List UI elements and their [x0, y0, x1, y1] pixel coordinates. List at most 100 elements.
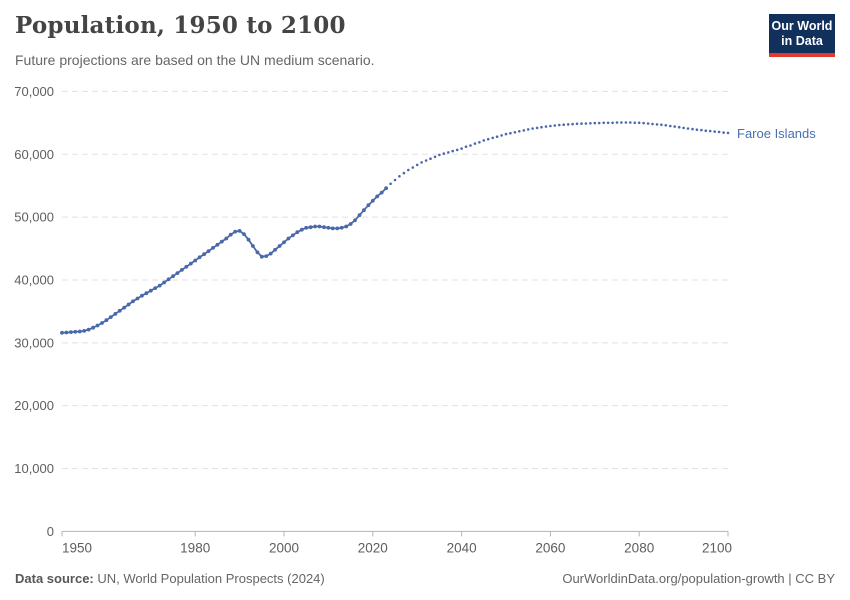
projection-point	[482, 139, 486, 142]
x-tick-label: 2040	[447, 540, 477, 555]
projection-point	[522, 129, 526, 132]
history-point	[348, 222, 353, 226]
history-point	[344, 224, 349, 229]
history-point	[77, 329, 82, 334]
projection-point	[593, 121, 597, 125]
history-point	[357, 213, 362, 218]
projection-point	[473, 142, 477, 145]
history-point	[91, 325, 95, 330]
owid-logo[interactable]: Our World in Data	[769, 14, 835, 57]
series-label-faroe-islands[interactable]: Faroe Islands	[737, 126, 816, 141]
projection-point	[518, 130, 521, 133]
history-point	[148, 288, 153, 293]
history-point	[197, 255, 202, 260]
projection-point	[686, 127, 690, 130]
projection-point	[455, 148, 459, 152]
projection-point	[597, 121, 601, 125]
history-point	[362, 208, 366, 213]
history-point	[277, 244, 282, 248]
projection-point	[615, 121, 619, 124]
history-point	[140, 293, 144, 298]
projection-point	[500, 134, 503, 137]
history-point	[69, 330, 73, 334]
projection-point	[393, 178, 397, 182]
projection-point	[691, 127, 694, 131]
projection-point	[682, 126, 685, 130]
projection-point	[695, 128, 699, 131]
history-point	[379, 190, 384, 195]
x-tick-label: 2080	[624, 540, 654, 555]
history-point	[73, 329, 78, 334]
history-point	[135, 296, 140, 301]
y-tick-label: 20,000	[14, 398, 54, 413]
projection-point	[429, 157, 432, 160]
history-point	[180, 268, 184, 272]
history-point	[384, 186, 388, 191]
history-point	[219, 239, 224, 244]
history-point	[291, 233, 295, 238]
history-point	[255, 250, 260, 255]
projection-point	[611, 121, 614, 125]
projection-point	[708, 129, 712, 133]
projection-point	[464, 145, 468, 148]
chart-subtitle: Future projections are based on the UN m…	[15, 52, 375, 68]
x-tick-label: 1950	[62, 540, 92, 555]
history-point	[206, 249, 211, 254]
history-point	[339, 225, 344, 230]
projection-point	[651, 122, 654, 126]
history-point	[215, 242, 220, 247]
history-point	[193, 258, 198, 263]
projection-point	[469, 144, 472, 147]
x-tick-label: 2100	[702, 540, 732, 555]
history-point	[330, 226, 335, 231]
projection-point	[629, 121, 632, 124]
history-point	[60, 330, 64, 335]
history-point	[64, 330, 69, 335]
x-tick-label: 2000	[269, 540, 299, 555]
projection-point	[584, 122, 588, 125]
history-point	[304, 225, 309, 230]
data-source-note: Data source: UN, World Population Prospe…	[15, 571, 325, 586]
history-point	[370, 198, 375, 203]
projection-point	[411, 166, 415, 169]
projection-point	[402, 171, 406, 175]
projection-point	[673, 125, 676, 128]
history-point	[273, 247, 277, 252]
projection-point	[460, 147, 463, 150]
projection-point	[513, 131, 517, 134]
history-point	[86, 327, 91, 332]
projection-point	[660, 123, 663, 127]
history-point	[224, 236, 229, 241]
x-tick-label: 2020	[358, 540, 388, 555]
projection-point	[407, 168, 410, 172]
footer-link[interactable]: OurWorldinData.org/population-growth | C…	[562, 571, 835, 586]
projection-point	[398, 175, 401, 178]
history-point	[131, 299, 135, 304]
history-point	[188, 261, 193, 266]
history-point	[233, 229, 238, 234]
history-point	[211, 246, 215, 250]
projection-point	[589, 122, 592, 125]
projection-point	[553, 124, 557, 127]
history-point	[202, 252, 207, 257]
history-point	[366, 203, 371, 208]
projection-point	[722, 131, 725, 134]
data-source-value: UN, World Population Prospects (2024)	[93, 571, 325, 586]
history-point	[175, 271, 180, 275]
projection-point	[509, 131, 512, 135]
history-line[interactable]	[61, 187, 387, 334]
history-point	[153, 286, 158, 290]
x-tick-label: 2060	[535, 540, 565, 555]
projection-point	[704, 129, 708, 132]
projection-point	[558, 123, 561, 127]
y-tick-label: 40,000	[14, 272, 54, 287]
history-point	[317, 224, 322, 229]
history-point	[184, 264, 189, 269]
history-point	[82, 329, 87, 333]
history-point	[322, 225, 326, 230]
history-point	[268, 251, 273, 256]
owid-logo-line2: in Data	[781, 34, 823, 48]
history-point	[313, 224, 317, 229]
